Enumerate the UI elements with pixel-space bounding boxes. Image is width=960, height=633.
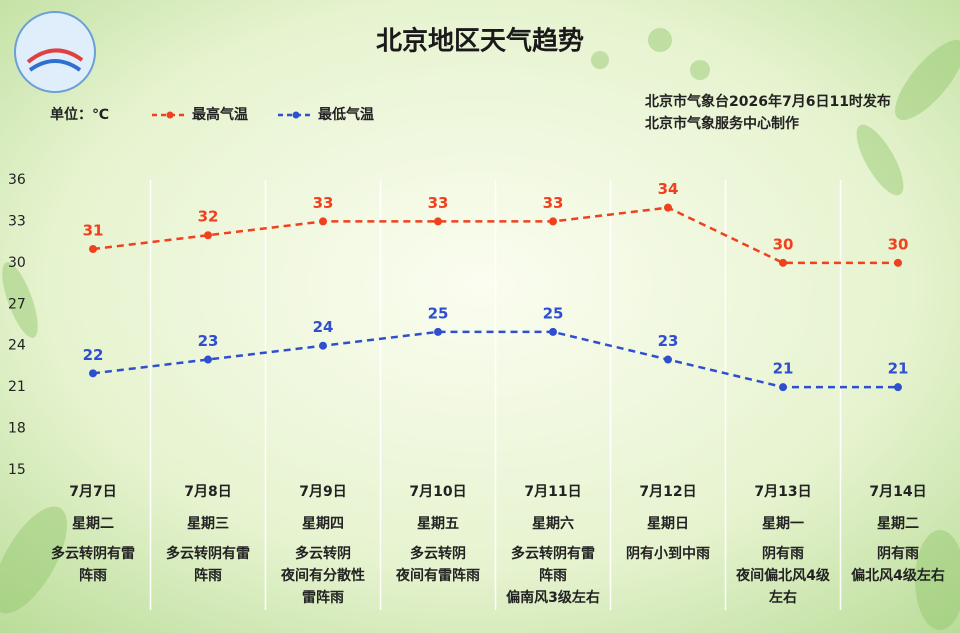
data-label: 34: [658, 180, 679, 198]
point: [434, 327, 442, 336]
weather: 左右: [768, 589, 797, 606]
legend-label: 最低气温: [318, 106, 374, 123]
data-label: 25: [428, 304, 449, 322]
weekday: 星期日: [647, 516, 689, 532]
y-tick-label: 36: [8, 172, 26, 188]
point: [89, 369, 97, 378]
point: [549, 327, 557, 336]
legend-marker: [292, 111, 300, 119]
x-tick-label: 7月12日: [639, 484, 696, 500]
weather: 偏南风3级左右: [506, 589, 600, 606]
data-label: 32: [198, 208, 219, 226]
x-tick-label: 7月8日: [184, 484, 231, 500]
y-tick-label: 27: [8, 296, 26, 312]
weather: 夜间有雷阵雨: [395, 567, 480, 584]
data-label: 21: [773, 360, 794, 378]
weather: 雷阵雨: [302, 589, 344, 606]
source: 北京市气象台2026年7月6日11时发布: [645, 93, 891, 110]
weather: 多云转阴: [295, 545, 351, 562]
chart-title: 北京地区天气趋势: [376, 26, 584, 57]
data-label: 25: [543, 304, 564, 322]
point: [319, 341, 327, 350]
weather: 阵雨: [79, 567, 107, 584]
data-label: 33: [428, 194, 449, 212]
data-label: 23: [658, 332, 679, 350]
source: 北京市气象服务中心制作: [645, 115, 799, 132]
line: [92, 206, 898, 265]
weather: 偏北风4级左右: [851, 567, 945, 584]
point: [204, 355, 212, 364]
point: [204, 231, 212, 240]
x-tick-label: 7月7日: [69, 484, 116, 500]
weekday: 星期四: [302, 516, 344, 532]
weather: 阴有雨: [877, 545, 919, 562]
weather: 多云转阴: [410, 545, 466, 562]
point: [894, 258, 902, 267]
point: [319, 217, 327, 226]
data-label: 24: [313, 318, 334, 336]
point: [779, 383, 787, 392]
weekday: 星期一: [762, 516, 804, 532]
line: [92, 330, 898, 389]
point: [434, 217, 442, 226]
y-tick-label: 18: [8, 421, 26, 437]
x-tick-label: 7月14日: [869, 484, 926, 500]
data-label: 31: [83, 222, 104, 240]
weather: 夜间有分散性: [280, 567, 365, 584]
data-label: 23: [198, 332, 219, 350]
weekday: 星期五: [417, 516, 459, 532]
point: [664, 355, 672, 364]
data-label: 30: [773, 235, 794, 253]
leaf-decoration: [0, 28, 960, 630]
weekday: 星期六: [532, 515, 574, 532]
data-label: 21: [888, 360, 909, 378]
legend-marker: [166, 111, 174, 119]
weather: 多云转阴有雷: [166, 545, 250, 562]
weekday: 星期二: [72, 516, 114, 532]
data-label: 30: [888, 235, 909, 253]
point: [779, 258, 787, 267]
logo: [14, 11, 96, 93]
x-tick-label: 7月10日: [409, 484, 466, 500]
weather: 阵雨: [194, 567, 222, 584]
weather: 多云转阴有雷: [511, 545, 595, 562]
point: [664, 203, 672, 212]
data-label: 22: [83, 346, 104, 364]
weekday: 星期三: [187, 516, 229, 532]
point: [894, 383, 902, 392]
weather: 阵雨: [539, 567, 567, 584]
data-label: 33: [313, 194, 334, 212]
x-tick-label: 7月13日: [754, 484, 811, 500]
y-tick-label: 15: [8, 462, 26, 478]
x-tick-label: 7月9日: [299, 484, 346, 500]
y-tick-label: 24: [8, 338, 26, 354]
point: [89, 245, 97, 254]
x-tick-label: 7月11日: [524, 484, 581, 500]
data-label: 33: [543, 194, 564, 212]
weather: 夜间偏北风4级: [735, 567, 831, 584]
weather: 多云转阴有雷: [51, 545, 135, 562]
unit-label: 单位：℃: [50, 106, 109, 123]
weekday: 星期二: [877, 516, 919, 532]
y-tick-label: 33: [8, 213, 26, 229]
y-tick-label: 30: [8, 255, 26, 271]
point: [549, 217, 557, 226]
y-tick-label: 21: [8, 379, 26, 395]
legend-label: 最高气温: [192, 106, 248, 123]
weather: 阴有小到中雨: [626, 545, 710, 562]
weather: 阴有雨: [762, 545, 804, 562]
